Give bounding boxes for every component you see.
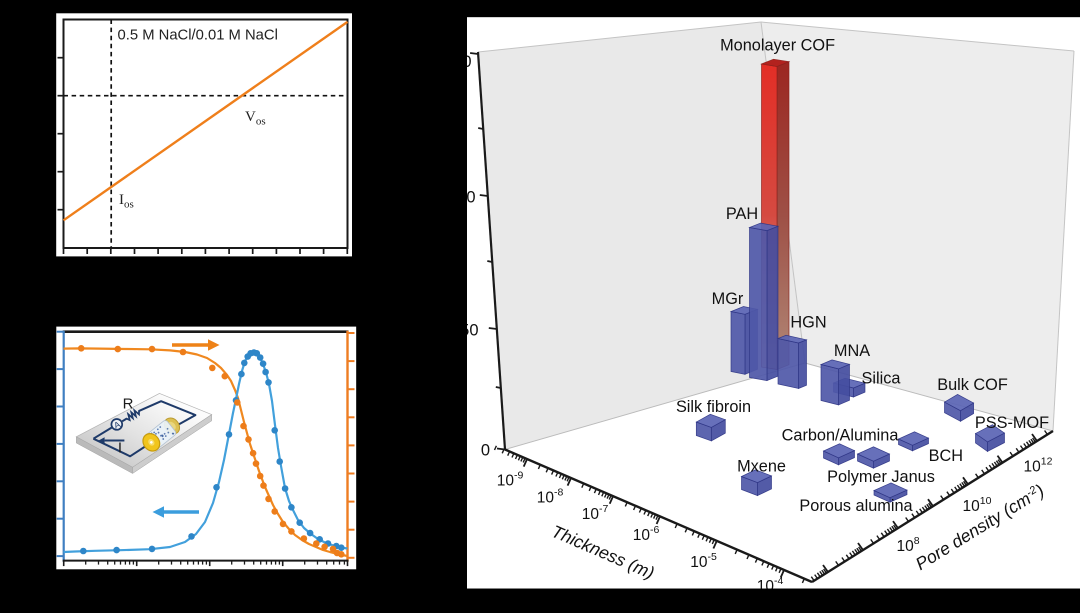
svg-text:Mxene: Mxene [737,458,786,476]
svg-text:0.5 M NaCl/0.01 M NaCl: 0.5 M NaCl/0.01 M NaCl [118,28,278,44]
svg-text:MNA: MNA [834,342,870,360]
svg-text:R: R [123,396,134,413]
svg-text:Porous alumina: Porous alumina [799,497,913,515]
svg-text:Silica: Silica [862,370,902,388]
svg-text:HGN: HGN [790,314,826,332]
svg-text:Carbon/Alumina: Carbon/Alumina [782,427,900,445]
svg-text:Monolayer COF: Monolayer COF [720,37,835,55]
svg-text:PSS-MOF: PSS-MOF [975,414,1049,432]
svg-text:0: 0 [481,442,490,460]
svg-text:Polymer Janus: Polymer Janus [827,468,935,486]
svg-text:BCH: BCH [929,447,963,465]
svg-text:MGr: MGr [712,290,744,308]
svg-text:Silk fibroin: Silk fibroin [676,398,751,416]
svg-text:Bulk COF: Bulk COF [937,376,1008,394]
svg-text:PAH: PAH [726,205,758,223]
svg-text:A: A [112,419,122,431]
svg-text:I: I [118,440,122,457]
